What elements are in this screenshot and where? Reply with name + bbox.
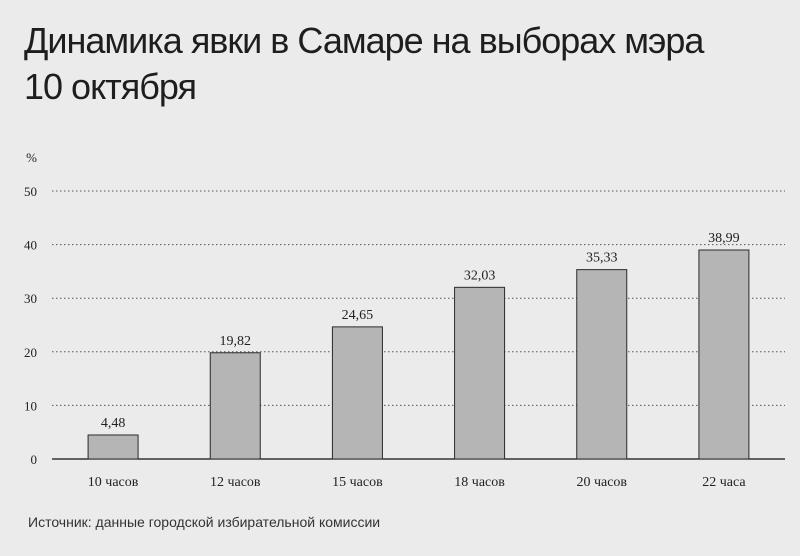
y-tick-label: 0 <box>31 452 38 467</box>
data-label: 24,65 <box>342 308 374 323</box>
chart-title-line2: 10 октября <box>24 66 197 107</box>
y-tick-label: 30 <box>24 291 37 306</box>
x-tick-label: 10 часов <box>88 475 139 490</box>
chart-title-line1: Динамика явки в Самаре на выборах мэра <box>24 20 704 61</box>
bar <box>698 249 750 460</box>
bar <box>209 352 261 460</box>
data-label: 38,99 <box>708 231 740 246</box>
data-label: 35,33 <box>586 251 618 266</box>
x-tick-label: 15 часов <box>332 475 383 490</box>
bar <box>331 326 383 460</box>
source-note: Источник: данные городской избирательной… <box>28 514 381 530</box>
bar <box>576 269 628 460</box>
x-tick-label: 18 часов <box>454 475 505 490</box>
bar <box>87 434 139 460</box>
data-label: 19,82 <box>220 334 252 349</box>
bar <box>454 286 506 460</box>
y-tick-label: 50 <box>24 184 37 199</box>
x-tick-label: 20 часов <box>576 475 627 490</box>
x-tick-label: 12 часов <box>210 475 261 490</box>
y-tick-label: 20 <box>24 345 37 360</box>
chart-title: Динамика явки в Самаре на выборах мэра 1… <box>24 18 704 110</box>
y-tick-label: 40 <box>24 238 37 253</box>
x-tick-label: 22 часа <box>702 475 746 490</box>
data-label: 32,03 <box>464 268 496 283</box>
y-axis-unit: % <box>26 150 37 165</box>
data-label: 4,48 <box>101 416 126 431</box>
y-tick-label: 10 <box>24 398 37 413</box>
